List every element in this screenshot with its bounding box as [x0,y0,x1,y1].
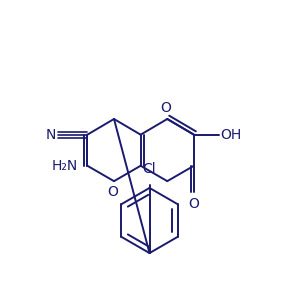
Text: O: O [188,197,199,211]
Text: OH: OH [220,128,242,142]
Text: H₂N: H₂N [52,159,78,173]
Text: O: O [160,101,171,115]
Text: Cl: Cl [143,162,156,176]
Text: N: N [45,128,56,142]
Text: O: O [107,185,118,200]
